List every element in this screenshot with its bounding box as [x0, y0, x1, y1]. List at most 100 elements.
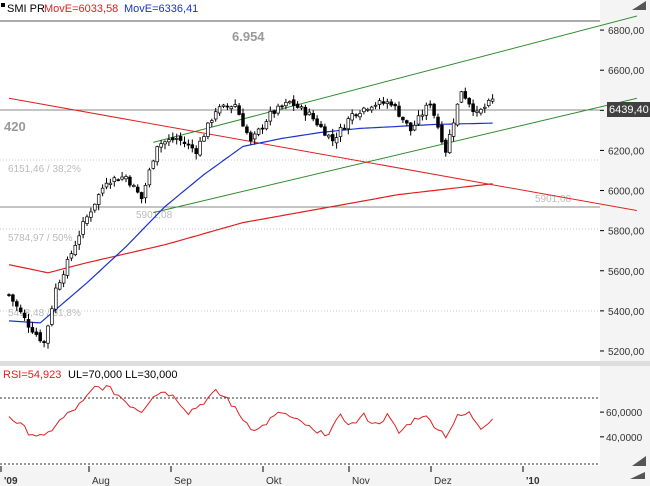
- rsi-line: [8, 385, 493, 439]
- candle-body: [171, 137, 175, 141]
- candle-body: [483, 106, 487, 109]
- candle-body: [256, 128, 261, 135]
- channel-upper-line: [153, 15, 638, 143]
- candle-body: [397, 105, 401, 117]
- candle-body: [401, 116, 405, 121]
- date-tick-label: Dez: [434, 476, 452, 486]
- candle-body: [377, 100, 382, 105]
- last-price-value: 6439,40: [609, 104, 649, 116]
- candle-body: [311, 113, 315, 120]
- candle-body: [330, 134, 335, 142]
- candle-body: [315, 118, 319, 126]
- candle-body: [334, 137, 339, 144]
- candle-body: [338, 127, 343, 137]
- candle-body: [178, 136, 183, 141]
- candle-body: [50, 308, 54, 325]
- candle-body: [408, 122, 413, 132]
- price-tick-label: 6600,00: [608, 66, 645, 77]
- candle-body: [327, 134, 331, 138]
- legend-marker: [1, 3, 5, 7]
- candle-body: [57, 282, 62, 290]
- candle-body: [405, 120, 409, 124]
- candle-body: [451, 122, 456, 137]
- candle-body: [412, 124, 417, 131]
- candle-body: [291, 99, 296, 106]
- candle-body: [346, 118, 351, 130]
- candle-body: [206, 122, 210, 137]
- candle-body: [213, 111, 218, 120]
- candle-body: [319, 123, 323, 128]
- candle-body: [432, 103, 436, 116]
- candle-body: [241, 113, 245, 127]
- candle-body: [186, 143, 191, 146]
- price-tick-label: 5600,00: [608, 267, 645, 278]
- candle-body: [490, 98, 495, 102]
- downtrend-line: [8, 97, 637, 212]
- price-tick-label: 6800,00: [608, 26, 645, 37]
- candle-body: [440, 124, 444, 143]
- legend-ma-long: MovE=6033,58: [44, 3, 118, 15]
- candle-body: [444, 139, 448, 153]
- fib-50-label: 5784,97 / 50%: [8, 233, 73, 244]
- support-label-left: 5901,08: [136, 210, 173, 221]
- fib-61-label: 5418,48 / 61,8%: [8, 308, 81, 319]
- candle-body: [288, 101, 292, 104]
- candle-body: [459, 91, 464, 103]
- candle-body: [167, 139, 171, 143]
- candle-body: [112, 177, 117, 182]
- candle-body: [38, 332, 42, 342]
- candle-body: [252, 133, 257, 140]
- date-scroll-arrow-icon[interactable]: [630, 472, 645, 479]
- candle-body: [389, 101, 393, 106]
- candle-body: [182, 141, 187, 144]
- legend-instrument: SMI PR: [7, 3, 45, 15]
- candle-body: [475, 110, 479, 113]
- scroll-arrow-icon[interactable]: [632, 1, 646, 10]
- date-axis-ticks: '09 Aug Sep Okt Nov Dez '10: [0, 466, 540, 486]
- candle-body: [155, 146, 159, 163]
- date-tick-label: Okt: [266, 476, 282, 486]
- candle-body: [463, 91, 468, 99]
- candle-body: [264, 121, 269, 130]
- price-tick-label: 5400,00: [608, 307, 645, 318]
- candlestick-series: [7, 87, 495, 349]
- candle-body: [22, 312, 27, 318]
- candle-body: [108, 182, 113, 185]
- candle-body: [420, 114, 425, 117]
- candle-body: [362, 107, 366, 113]
- candle-body: [393, 103, 397, 107]
- candle-body: [233, 104, 237, 107]
- candle-body: [221, 104, 226, 107]
- date-tick-label: Nov: [352, 476, 370, 486]
- candle-body: [280, 105, 284, 108]
- candle-body: [42, 341, 46, 343]
- candle-body: [174, 138, 179, 140]
- candle-body: [147, 169, 152, 186]
- candle-body: [139, 192, 144, 200]
- rsi-scroll-arrow-icon[interactable]: [632, 456, 646, 466]
- channel-lower-line: [153, 97, 638, 214]
- price-axis-panel: [600, 0, 650, 486]
- candle-body: [354, 114, 358, 117]
- candle-body: [202, 136, 206, 142]
- candle-body: [276, 105, 280, 114]
- candle-body: [159, 143, 163, 148]
- candle-body: [81, 221, 85, 235]
- candle-body: [46, 325, 50, 344]
- candle-body: [381, 101, 386, 104]
- candle-body: [89, 211, 93, 218]
- candle-body: [467, 97, 471, 105]
- candle-body: [229, 106, 234, 110]
- candle-body: [237, 105, 241, 115]
- date-tick-label: '09: [4, 476, 18, 486]
- candle-body: [100, 187, 105, 194]
- candle-body: [104, 182, 109, 188]
- candle-body: [124, 176, 128, 180]
- candle-body: [198, 140, 202, 156]
- candle-body: [416, 115, 421, 125]
- price-tick-label: 5200,00: [608, 347, 645, 358]
- candle-body: [307, 111, 312, 116]
- candle-body: [471, 103, 475, 113]
- candle-body: [369, 106, 374, 111]
- candle-body: [77, 235, 81, 245]
